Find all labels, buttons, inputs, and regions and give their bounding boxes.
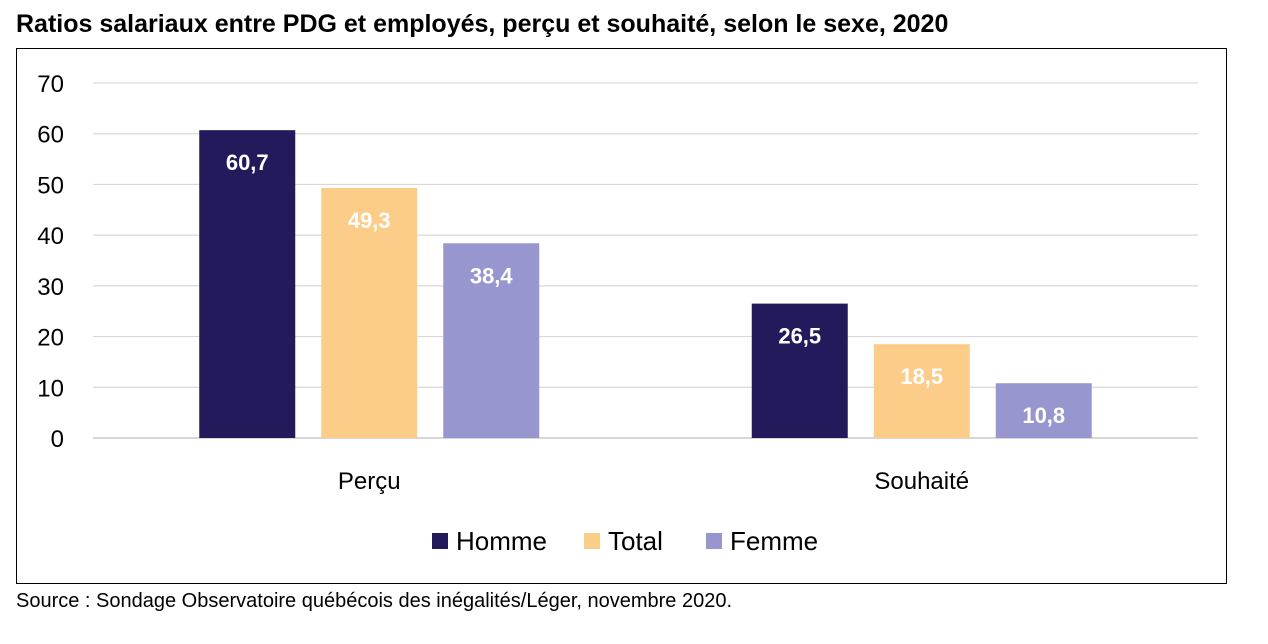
y-tick-label: 40: [37, 223, 64, 250]
y-tick-label: 30: [37, 274, 64, 301]
bar-femme-2: [995, 383, 1092, 438]
data-label: 60,7: [226, 150, 269, 175]
data-label: 49,3: [348, 208, 391, 233]
bar-femme-1: [443, 243, 540, 438]
bar-homme-1: [199, 130, 296, 438]
legend-swatch: [584, 533, 600, 549]
legend-label: Femme: [730, 526, 818, 556]
x-category-label: Souhaité: [874, 468, 969, 495]
y-tick-label: 20: [37, 325, 64, 352]
data-label: 26,5: [778, 324, 821, 349]
y-tick-label: 60: [37, 122, 64, 149]
legend-label: Homme: [456, 526, 547, 556]
bar-homme-2: [751, 303, 848, 438]
y-tick-label: 70: [37, 71, 64, 98]
data-label: 38,4: [470, 263, 514, 288]
source-note: Source : Sondage Observatoire québécois …: [16, 590, 733, 612]
bar-total-2: [873, 344, 970, 438]
y-tick-label: 50: [37, 172, 64, 199]
y-tick-label: 0: [51, 426, 64, 453]
legend-swatch: [706, 533, 722, 549]
data-label: 18,5: [900, 364, 943, 389]
x-category-label: Perçu: [338, 468, 401, 495]
y-tick-label: 10: [37, 375, 64, 402]
data-label: 10,8: [1022, 403, 1065, 428]
legend-swatch: [432, 533, 448, 549]
legend-label: Total: [608, 526, 663, 556]
bar-total-1: [321, 187, 418, 438]
chart-title: Ratios salariaux entre PDG et employés, …: [16, 10, 949, 38]
chart-frame: [16, 48, 1227, 584]
